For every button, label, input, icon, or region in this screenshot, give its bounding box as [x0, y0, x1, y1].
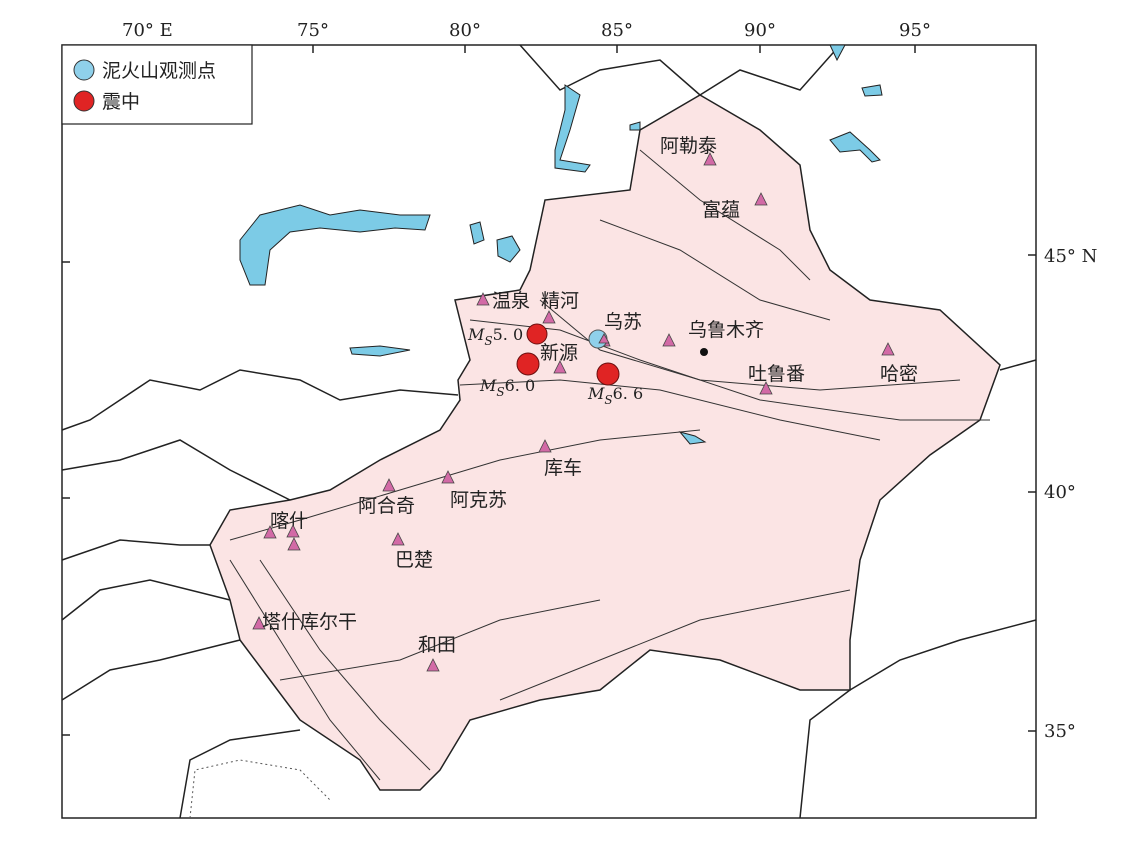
longitude-label: 75° — [297, 20, 329, 41]
station-label: 塔什库尔干 — [262, 611, 357, 633]
latitude-label: 35° — [1044, 721, 1076, 742]
station-label: 阿勒泰 — [660, 135, 717, 157]
station-label: 巴楚 — [395, 549, 433, 571]
magnitude-label: MS5. 0 — [467, 325, 523, 348]
station-label: 精河 — [541, 290, 579, 312]
station-label: 阿克苏 — [450, 489, 507, 511]
fault-lines — [229, 149, 990, 781]
station-label: 阿合奇 — [358, 495, 415, 517]
station-triangle-icon — [391, 532, 405, 546]
urumqi-city-marker — [700, 348, 708, 356]
station-triangle-icon — [286, 524, 300, 538]
longitude-label: 95° — [899, 20, 931, 41]
epicenter-marker — [516, 352, 540, 376]
legend-box — [61, 44, 253, 125]
lakes — [239, 44, 883, 445]
station-triangle-icon — [426, 658, 440, 672]
station-label: 吐鲁番 — [748, 363, 805, 385]
station-triangle-icon — [662, 333, 676, 347]
station-triangle-icon — [441, 470, 455, 484]
station-triangle-icon — [881, 342, 895, 356]
longitude-label: 70° E — [122, 20, 173, 41]
station-label: 乌苏 — [604, 311, 642, 333]
latitude-label: 40° — [1044, 482, 1076, 503]
station-triangle-icon — [263, 525, 277, 539]
epicenter-marker — [596, 362, 620, 386]
station-label: 哈密 — [880, 363, 918, 385]
station-label: 库车 — [544, 457, 582, 479]
legend: 泥火山观测点 震中 — [61, 44, 253, 125]
station-label: 乌鲁木齐 — [688, 319, 764, 341]
epicenter-legend-icon — [73, 90, 95, 112]
station-label: 和田 — [418, 634, 456, 656]
legend-label-mud-volcano: 泥火山观测点 — [102, 60, 216, 82]
latitude-label: 45° N — [1044, 246, 1097, 267]
station-triangle-icon — [598, 333, 610, 344]
xinjiang-region — [209, 94, 1001, 791]
station-triangle-icon — [553, 360, 567, 374]
station-triangle-icon — [287, 537, 301, 551]
longitude-label: 85° — [601, 20, 633, 41]
country-borders — [61, 44, 1037, 819]
longitude-label: 90° — [744, 20, 776, 41]
station-triangle-icon — [759, 381, 773, 395]
station-triangle-icon — [703, 152, 717, 166]
station-triangle-icon — [538, 439, 552, 453]
station-label: 温泉 — [492, 290, 530, 312]
longitude-label: 80° — [449, 20, 481, 41]
epicenter-marker — [526, 323, 548, 345]
magnitude-label: MS6. 6 — [587, 384, 643, 407]
station-triangle-icon — [252, 616, 266, 630]
station-label: 新源 — [540, 342, 578, 364]
station-label: 喀什 — [270, 510, 308, 532]
station-triangle-icon — [382, 478, 396, 492]
station-triangle-icon — [476, 292, 490, 306]
station-label: 富蕴 — [702, 199, 740, 221]
mud-volcano-legend-icon — [73, 59, 95, 81]
station-triangle-icon — [542, 310, 556, 324]
legend-label-epicenter: 震中 — [102, 91, 140, 113]
magnitude-label: MS6. 0 — [479, 376, 535, 399]
station-triangle-icon — [754, 192, 768, 206]
